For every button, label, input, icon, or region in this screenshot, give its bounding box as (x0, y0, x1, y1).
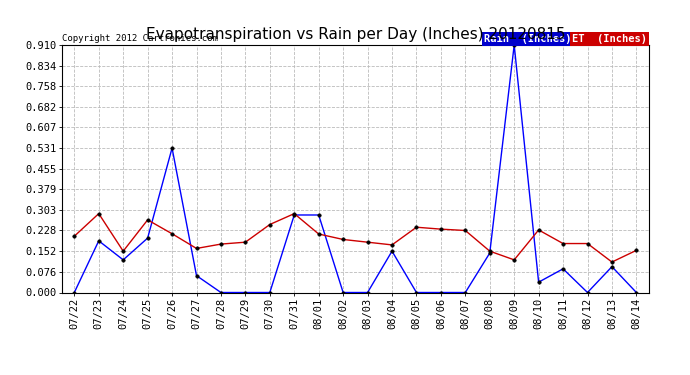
Title: Evapotranspiration vs Rain per Day (Inches) 20120815: Evapotranspiration vs Rain per Day (Inch… (146, 27, 565, 42)
Text: ET  (Inches): ET (Inches) (572, 34, 647, 44)
Text: Rain  (Inches): Rain (Inches) (484, 34, 572, 44)
Text: Copyright 2012 Cartronics.com: Copyright 2012 Cartronics.com (62, 33, 218, 42)
